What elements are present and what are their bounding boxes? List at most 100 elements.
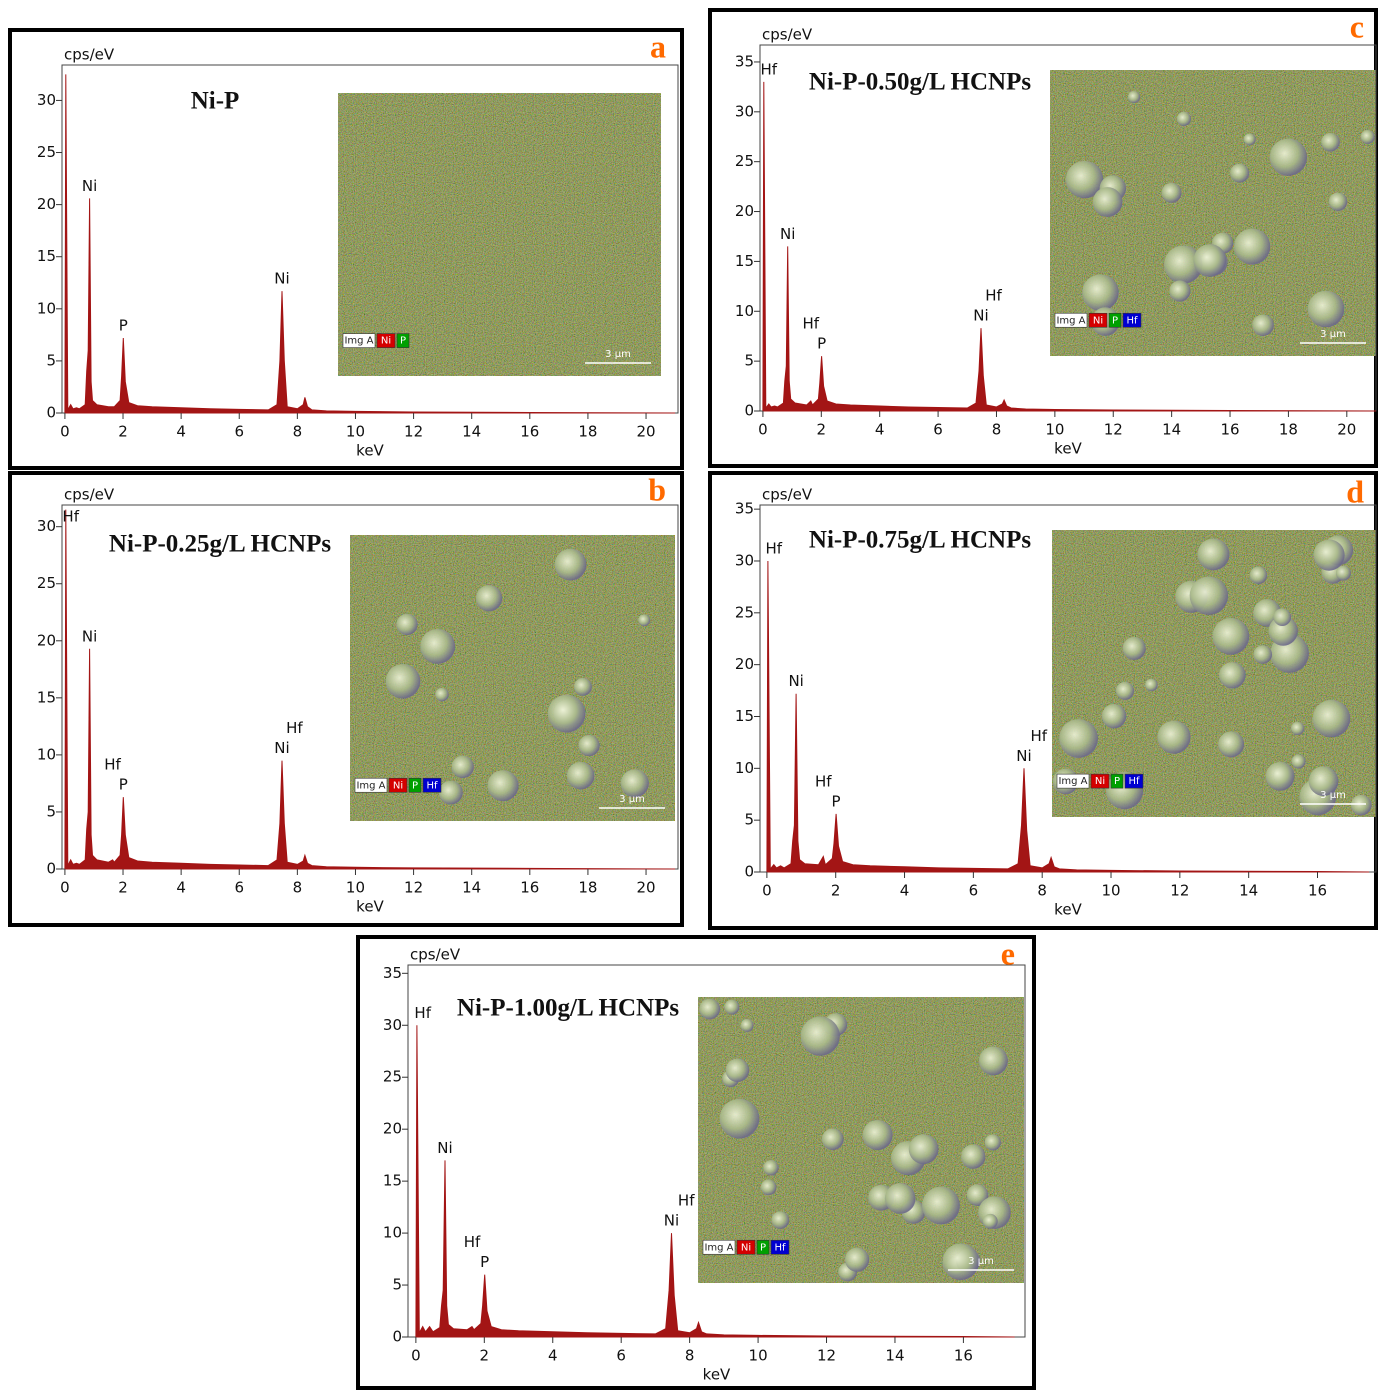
peak-label: Hf [985,287,1002,305]
y-tick-label: 5 [392,1276,402,1294]
x-axis-label: keV [703,1366,731,1384]
spectrum-area [64,74,676,414]
chart-title: Ni-P-0.50g/L HCNPs [809,69,1031,96]
x-tick-label: 12 [817,1347,836,1365]
inset-particle [566,761,595,790]
peak-label: Hf [815,772,832,790]
inset-particle [1176,111,1192,126]
x-tick-label: 18 [578,423,597,441]
y-tick-label: 35 [735,500,754,518]
inset-particle [1360,129,1375,144]
inset-particle [1145,678,1158,692]
inset-particle [862,1119,893,1151]
panel-letter: b [648,471,666,507]
inset-particle [1115,681,1135,700]
inset-particle [1059,719,1099,758]
y-tick-label: 35 [735,52,754,70]
y-tick-label: 15 [735,252,754,270]
x-tick-label: 6 [933,421,943,439]
y-tick-label: 30 [735,102,754,120]
x-tick-label: 16 [954,1347,973,1365]
peak-label: Ni [1016,747,1031,765]
x-tick-label: 8 [685,1347,695,1365]
inset-particle [982,1213,998,1229]
legend-chip [1090,773,1110,789]
inset-particle [1253,645,1273,664]
inset-particle [385,663,421,699]
peak-label: Hf [414,1004,431,1022]
y-axis-label: cps/eV [64,46,115,64]
inset-particle [487,770,519,802]
legend-label: Img A [344,336,373,347]
legend-chip [770,1239,790,1255]
x-tick-label: 12 [404,423,423,441]
y-tick-label: 25 [735,152,754,170]
inset-particle [719,1098,760,1139]
y-tick-label: 10 [735,302,754,320]
inset-particle [978,1046,1008,1076]
x-tick-label: 0 [762,882,772,900]
y-tick-label: 5 [46,802,56,820]
inset-particle [1212,617,1250,655]
chart-title: Ni-P-0.25g/L HCNPs [109,531,331,558]
legend-chip [1122,312,1142,328]
inset-particle [800,1016,840,1056]
x-tick-label: 2 [480,1347,490,1365]
legend-label: Ni [381,336,391,347]
inset-particle [451,755,474,779]
x-tick-label: 16 [520,879,539,897]
legend-chip [342,333,376,348]
peak-label: Ni [437,1139,452,1157]
x-tick-label: 16 [1308,882,1327,900]
y-tick-label: 30 [383,1016,402,1034]
x-tick-label: 4 [875,421,885,439]
x-tick-label: 6 [234,879,244,897]
x-tick-label: 16 [1220,421,1239,439]
y-tick-label: 20 [735,202,754,220]
y-tick-label: 15 [383,1172,402,1190]
legend-label: P [1112,315,1118,326]
inset-texture [338,93,661,376]
inset-particle [908,1134,939,1165]
inset-particle [760,1179,777,1196]
y-tick-label: 20 [37,631,56,649]
y-tick-label: 30 [735,551,754,569]
peak-label: P [832,792,841,810]
peak-label: P [119,776,128,794]
y-axis-label: cps/eV [64,486,115,504]
inset-particle [573,677,592,696]
chart-title: Ni-P-1.00g/L HCNPs [457,995,679,1022]
inset-particle [547,694,586,733]
x-tick-label: 10 [346,423,365,441]
scale-label: 3 μm [605,349,631,360]
x-tick-label: 0 [411,1347,421,1365]
y-tick-label: 5 [46,351,56,369]
x-tick-label: 8 [293,879,303,897]
x-tick-label: 20 [1337,421,1356,439]
panel-frame [356,935,1036,1390]
legend-chip [1124,773,1144,789]
x-tick-label: 18 [1279,421,1298,439]
peak-label: Ni [274,739,289,757]
inset-particle [1189,576,1229,615]
inset-particle [1313,539,1345,571]
inset-particle [922,1186,960,1225]
y-tick-label: 5 [744,352,754,370]
inset-particle [725,1058,750,1083]
y-tick-label: 15 [37,688,56,706]
peak-label: Hf [1030,727,1047,745]
inset-particle [1350,794,1372,816]
inset-particle [1234,228,1271,265]
legend-chip [702,1239,736,1255]
x-tick-label: 8 [293,423,303,441]
y-tick-label: 20 [735,655,754,673]
scale-label: 3 μm [968,1256,994,1267]
y-tick-label: 25 [37,574,56,592]
legend-chip [1108,312,1122,328]
x-tick-label: 6 [969,882,979,900]
legend-chip [376,333,396,348]
inset-particle [1161,182,1182,203]
inset-particle [475,585,503,612]
x-tick-label: 10 [749,1347,768,1365]
peak-label: Hf [678,1192,695,1210]
